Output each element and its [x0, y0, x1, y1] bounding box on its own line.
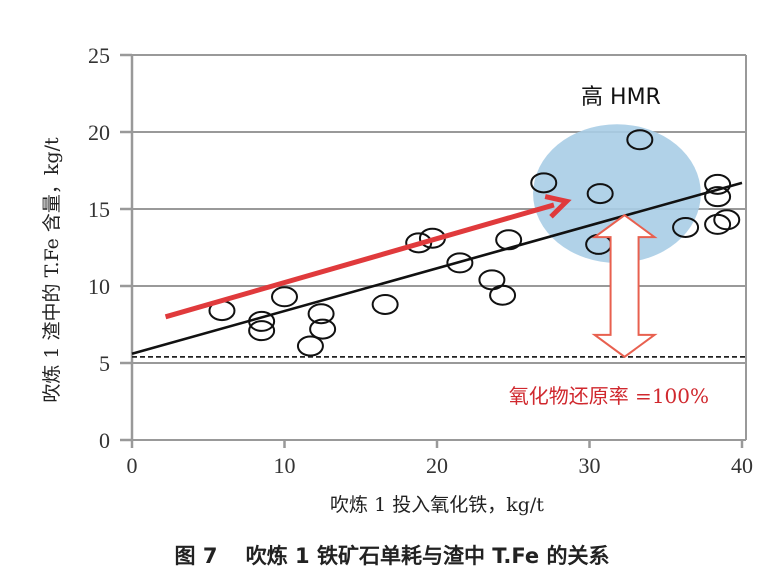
data-point — [248, 320, 276, 342]
x-axis-label: 吹炼 1 投入氧化铁，kg/t — [330, 494, 544, 516]
y-tick-label: 25 — [88, 43, 110, 68]
data-point — [296, 335, 324, 357]
y-tick-label: 20 — [88, 120, 110, 145]
x-tick-label: 0 — [127, 453, 138, 478]
x-tick-label: 20 — [426, 453, 448, 478]
data-point — [704, 173, 732, 195]
arrow-shaft — [164, 202, 555, 320]
data-point — [586, 183, 614, 205]
y-axis-label: 吹炼 1 渣中的 T.Fe 含量，kg/t — [41, 137, 63, 403]
trend-arrow — [164, 194, 572, 320]
data-point — [495, 229, 523, 251]
data-point — [626, 129, 654, 151]
x-tick-label: 10 — [274, 453, 296, 478]
region-label: 高 HMR — [581, 85, 661, 110]
reference-label: 氧化物还原率 =100% — [509, 384, 709, 408]
data-point — [672, 216, 700, 238]
data-point — [248, 310, 276, 332]
data-point — [530, 172, 558, 194]
x-ticks: 0 10 20 30 40 — [127, 440, 753, 478]
y-tick-label: 5 — [99, 351, 110, 376]
figure-caption: 图 7 吹炼 1 铁矿石单耗与渣中 T.Fe 的关系 — [175, 544, 610, 568]
data-point — [713, 209, 741, 231]
x-tick-label: 30 — [579, 453, 601, 478]
arrow-head — [544, 194, 572, 219]
grid — [130, 54, 747, 441]
y-tick-label: 10 — [88, 274, 110, 299]
data-point — [489, 284, 517, 306]
y-tick-label: 15 — [88, 197, 110, 222]
x-tick-label: 40 — [731, 453, 753, 478]
data-point — [704, 213, 732, 235]
data-point — [307, 303, 335, 325]
data-point — [309, 318, 337, 340]
double-arrow — [591, 213, 658, 359]
data-point — [704, 186, 732, 208]
y-ticks: 0 5 10 15 20 25 — [88, 43, 132, 453]
trend-line — [131, 181, 743, 356]
y-tick-label: 0 — [99, 428, 110, 453]
high-hmr-region — [533, 124, 701, 263]
data-point — [271, 286, 298, 308]
data-point — [371, 293, 399, 315]
data-point — [446, 252, 474, 274]
